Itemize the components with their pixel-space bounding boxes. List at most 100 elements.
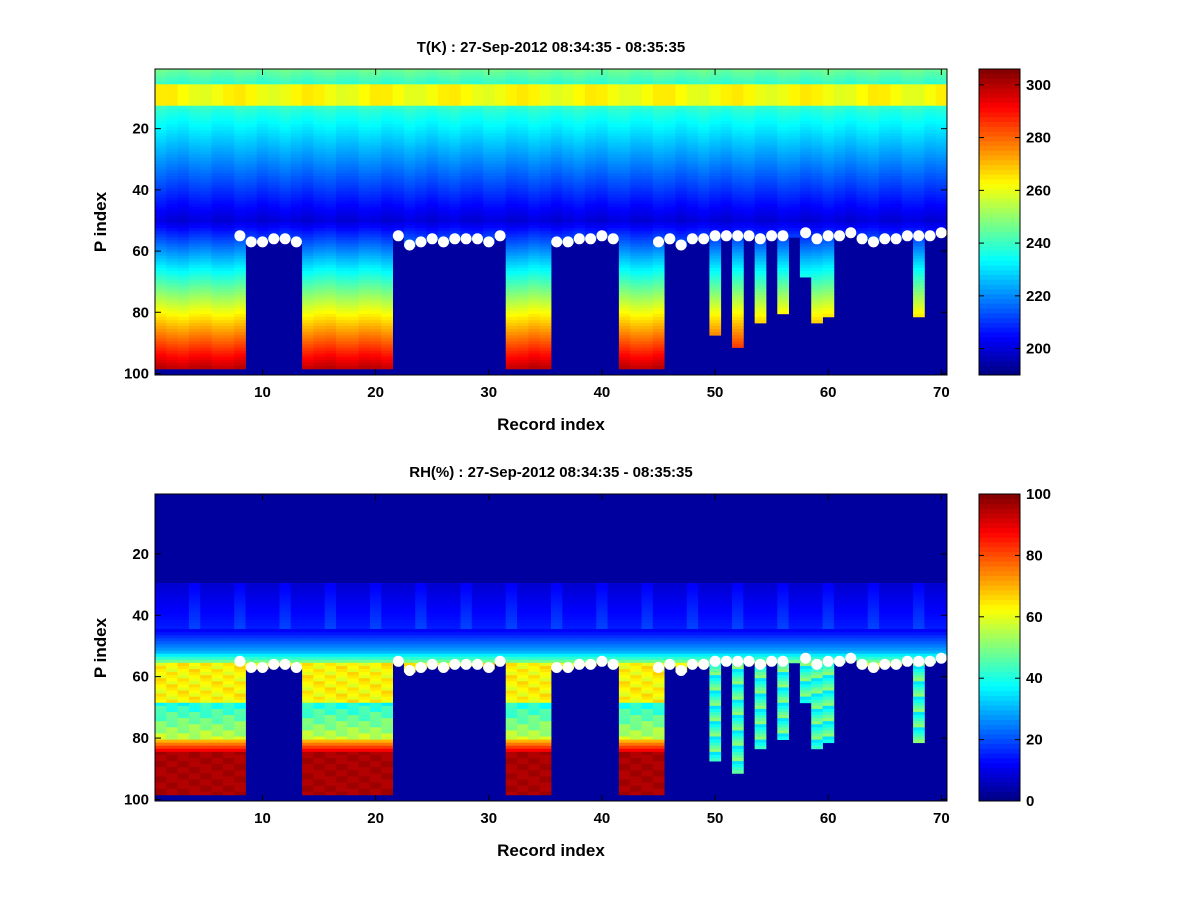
heatmap-cell <box>630 169 642 174</box>
heatmap-cell <box>630 338 642 342</box>
heatmap-cell <box>913 163 925 168</box>
heatmap-cell <box>177 99 190 104</box>
heatmap-cell <box>528 365 541 370</box>
heatmap-cell <box>901 84 914 88</box>
heatmap-cell <box>630 200 642 205</box>
heatmap-cell <box>652 365 665 370</box>
heatmap-cell <box>517 274 529 278</box>
heatmap-cell <box>415 142 427 146</box>
heatmap-cell <box>596 185 608 189</box>
heatmap-cell <box>754 228 767 232</box>
heatmap-cell <box>222 121 235 125</box>
heatmap-cell <box>777 102 789 107</box>
heatmap-cell <box>256 200 269 205</box>
heatmap-cell <box>562 93 575 97</box>
heatmap-cell <box>302 326 314 330</box>
heatmap-cell <box>867 160 880 165</box>
heatmap-cell <box>765 166 778 171</box>
heatmap-cell <box>155 295 167 299</box>
heatmap-cell <box>494 102 507 107</box>
heatmap-cell <box>381 111 393 116</box>
heatmap-cell <box>313 301 326 306</box>
heatmap-cell <box>381 99 393 104</box>
heatmap-cell <box>302 96 314 100</box>
heatmap-cell <box>483 90 495 94</box>
heatmap-cell <box>234 356 246 361</box>
heatmap-cell <box>188 264 201 269</box>
heatmap-cell <box>200 215 212 220</box>
heatmap-cell <box>471 105 484 110</box>
heatmap-cell <box>392 136 405 140</box>
heatmap-cell <box>618 197 631 201</box>
heatmap-cell <box>369 359 382 364</box>
heatmap-cell <box>845 145 857 149</box>
heatmap-cell <box>732 249 744 253</box>
heatmap-cell <box>618 117 631 122</box>
heatmap-cell <box>426 157 439 162</box>
heatmap-cell <box>777 176 789 180</box>
heatmap-cell <box>867 72 880 76</box>
heatmap-cell <box>166 329 179 333</box>
heatmap-cell <box>573 228 586 232</box>
heatmap-cell <box>822 111 835 116</box>
heatmap-cell <box>845 99 857 104</box>
heatmap-cell <box>743 81 756 85</box>
heatmap-cell <box>811 215 823 220</box>
heatmap-cell <box>437 203 450 208</box>
heatmap-cell <box>754 286 767 290</box>
heatmap-cell <box>754 124 767 128</box>
heatmap-cell <box>358 69 371 73</box>
heatmap-cell <box>901 105 914 110</box>
heatmap-cell <box>200 173 212 177</box>
heatmap-cell <box>618 304 631 309</box>
heatmap-cell <box>415 209 427 214</box>
heatmap-cell <box>675 191 688 195</box>
heatmap-cell <box>845 69 857 73</box>
heatmap-cell <box>177 111 190 116</box>
heatmap-cell <box>155 301 167 306</box>
heatmap-cell <box>551 182 563 186</box>
heatmap-cell <box>811 72 823 76</box>
heatmap-cell <box>732 108 744 113</box>
heatmap-cell <box>596 176 608 180</box>
heatmap-cell <box>630 249 642 253</box>
heatmap-cell <box>460 99 473 104</box>
heatmap-cell <box>845 179 857 183</box>
heatmap-cell <box>562 179 575 183</box>
heatmap-cell <box>381 298 393 302</box>
heatmap-cell <box>188 84 201 88</box>
heatmap-cell <box>234 188 246 192</box>
heatmap-cell <box>290 194 303 198</box>
heatmap-cell <box>268 87 280 91</box>
heatmap-cell <box>381 117 393 122</box>
heatmap-cell <box>415 121 427 125</box>
heatmap-cell <box>517 121 529 125</box>
heatmap-cell <box>234 173 246 177</box>
heatmap-cell <box>845 133 857 137</box>
heatmap-cell <box>732 99 744 104</box>
heatmap-cell <box>188 133 201 137</box>
heatmap-cell <box>188 353 201 358</box>
heatmap-cell <box>879 139 891 143</box>
heatmap-cell <box>222 154 235 159</box>
heatmap-cell <box>539 200 552 205</box>
heatmap-cell <box>505 84 518 88</box>
heatmap-cell <box>539 148 552 153</box>
heatmap-cell <box>302 151 314 156</box>
heatmap-cell <box>392 173 405 177</box>
heatmap-cell <box>505 295 518 299</box>
heatmap-cell <box>381 133 393 137</box>
heatmap-cell <box>686 96 699 100</box>
heatmap-cell <box>867 75 880 79</box>
heatmap-cell <box>799 81 812 85</box>
heatmap-cell <box>471 173 484 177</box>
heatmap-cell <box>381 148 393 153</box>
heatmap-cell <box>732 341 744 345</box>
heatmap-cell <box>211 249 224 253</box>
heatmap-cell <box>347 307 360 312</box>
heatmap-cell <box>211 163 224 168</box>
heatmap-cell <box>675 203 688 208</box>
heatmap-cell <box>607 228 620 232</box>
heatmap-cell <box>415 225 427 229</box>
heatmap-cell <box>652 136 665 140</box>
